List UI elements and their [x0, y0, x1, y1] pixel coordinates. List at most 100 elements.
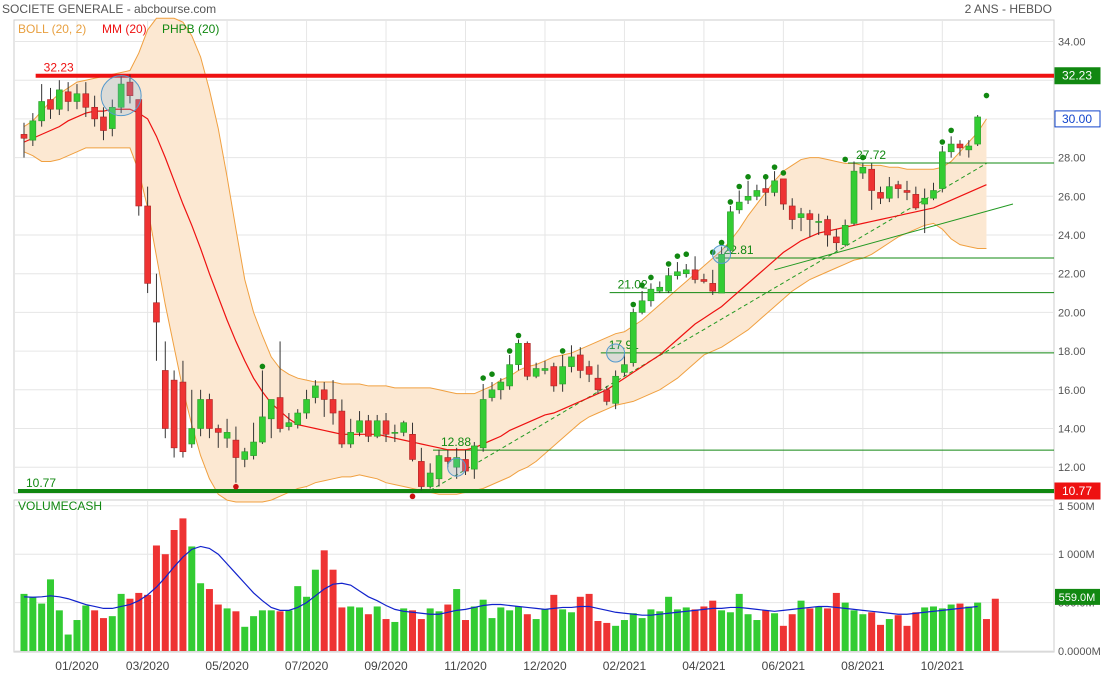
- volume-bar: [108, 616, 116, 651]
- y-tick-label: 26.00: [1058, 191, 1086, 203]
- volume-bar: [514, 606, 522, 651]
- phpb-dot-high: [683, 251, 690, 258]
- volume-bar: [700, 606, 708, 651]
- volume-bar: [576, 596, 584, 651]
- volume-bar: [294, 586, 302, 651]
- volume-bar: [691, 609, 699, 651]
- volume-bar: [444, 604, 452, 651]
- candle: [824, 219, 831, 236]
- volume-bar: [391, 621, 399, 651]
- candle: [126, 81, 134, 96]
- candle: [674, 271, 681, 276]
- candle: [435, 455, 443, 480]
- volume-bar: [241, 626, 249, 651]
- candle: [594, 377, 602, 391]
- volume-bar: [470, 606, 478, 651]
- volume-bar: [435, 611, 443, 651]
- volume-bar: [682, 607, 690, 651]
- candle: [603, 389, 611, 402]
- candle: [585, 366, 593, 375]
- volume-bar: [603, 622, 611, 651]
- candle: [365, 420, 372, 437]
- candle: [409, 434, 416, 460]
- phpb-dot-high: [762, 174, 769, 180]
- volume-bar: [285, 610, 293, 651]
- y-tick-label: 16.00: [1058, 385, 1086, 397]
- candle: [568, 356, 575, 367]
- y-tick-label: 18.00: [1058, 346, 1086, 358]
- volume-bar: [462, 620, 469, 651]
- level-label: 21.02: [618, 278, 648, 292]
- candle: [179, 381, 187, 453]
- candle: [550, 366, 558, 387]
- candle: [223, 432, 231, 439]
- volume-bar: [364, 614, 372, 651]
- candle: [197, 399, 204, 429]
- candle: [700, 279, 708, 282]
- volume-bar: [735, 593, 743, 651]
- candle: [833, 236, 840, 244]
- candle: [312, 385, 319, 398]
- candle: [886, 186, 893, 199]
- chart-title: SOCIETE GENERALE - abcbourse.com: [2, 2, 216, 16]
- volume-bar: [320, 550, 328, 651]
- candle: [638, 300, 646, 313]
- phpb-dot-high: [727, 199, 734, 205]
- volume-bar: [956, 603, 964, 651]
- candle: [64, 91, 72, 102]
- candle: [382, 420, 390, 435]
- volume-bar: [373, 606, 381, 651]
- phpb-dot-low: [409, 493, 416, 500]
- period-label: 2 ANS - HEBDO: [965, 2, 1052, 16]
- volume-bar: [73, 620, 81, 651]
- volume-bar: [559, 609, 567, 651]
- volume-bar: [250, 616, 258, 651]
- volume-bar: [620, 620, 628, 651]
- legend-mm: MM (20): [102, 22, 147, 36]
- x-tick-label: 09/2020: [364, 659, 408, 673]
- volume-bar: [638, 618, 646, 651]
- volume-bar: [258, 610, 266, 651]
- volume-bar: [179, 518, 187, 651]
- volume-bar: [135, 592, 143, 651]
- volume-bar: [885, 619, 893, 651]
- volume-bar: [276, 611, 284, 651]
- highlight-circle: [606, 343, 626, 363]
- volume-bar: [232, 611, 240, 651]
- phpb-dot-high: [630, 301, 637, 308]
- legend-volume: VOLUMECASH: [18, 499, 102, 513]
- y-tick-label: 12.00: [1058, 462, 1086, 474]
- trendline: [429, 162, 987, 491]
- volume-bar: [726, 612, 734, 651]
- candle: [850, 170, 858, 224]
- phpb-dots: [233, 92, 990, 500]
- volume-bar: [91, 610, 99, 651]
- level-label: 10.77: [26, 476, 56, 490]
- volume-bar: [762, 610, 770, 651]
- trendlines: [429, 162, 1014, 491]
- x-tick-label: 06/2021: [762, 659, 806, 673]
- x-tick-label: 07/2020: [285, 659, 329, 673]
- candle: [691, 269, 699, 280]
- x-tick-label: 10/2021: [921, 659, 965, 673]
- volume-bar: [841, 602, 849, 651]
- level-label: 27.72: [856, 148, 886, 162]
- phpb-dot-high: [506, 348, 513, 354]
- volume-bar: [938, 608, 946, 651]
- candle: [47, 99, 54, 110]
- highlight-circles: [100, 75, 732, 477]
- candle: [797, 213, 805, 218]
- candle: [815, 221, 823, 223]
- volume-bar: [267, 610, 275, 651]
- volume-bar: [453, 589, 461, 651]
- candle: [73, 93, 81, 102]
- phpb-dot-high: [674, 253, 681, 259]
- candle: [356, 420, 363, 433]
- candle: [303, 399, 310, 414]
- x-tick-label: 01/2020: [55, 659, 99, 673]
- price-tag-label: 10.77: [1062, 484, 1092, 498]
- bollinger-fill: [24, 18, 987, 503]
- candle: [806, 213, 814, 220]
- volume-bar: [594, 620, 602, 651]
